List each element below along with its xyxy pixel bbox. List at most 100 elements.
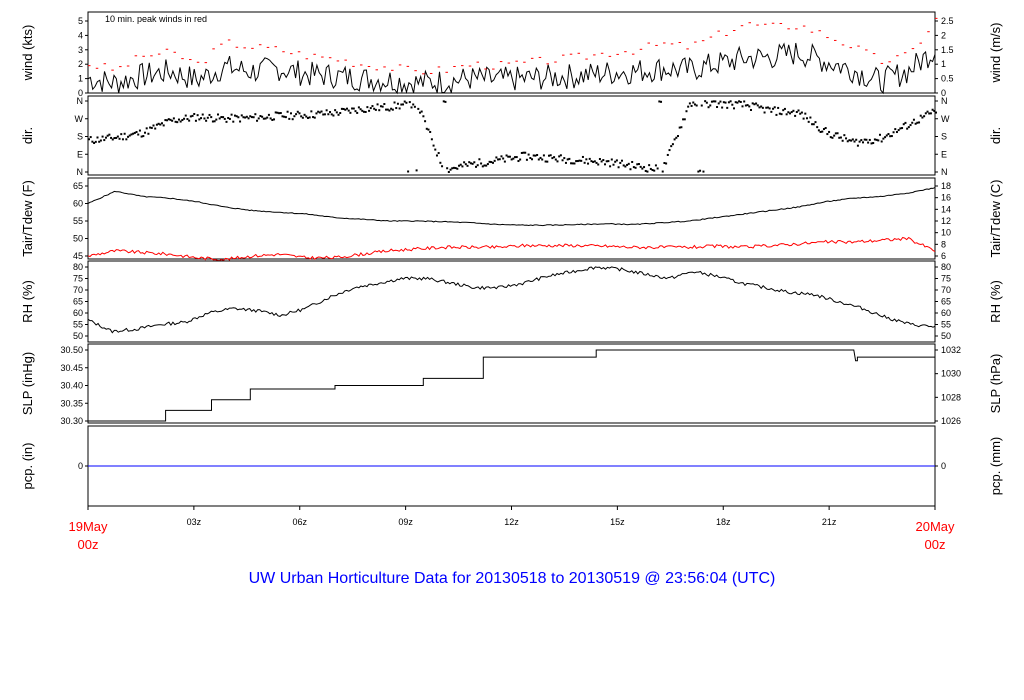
direction-point [768,107,771,110]
direction-point [782,109,785,112]
direction-point [651,169,654,172]
direction-point [233,114,236,117]
y-tick-label: 80 [73,262,83,272]
direction-point [259,115,262,118]
direction-point [356,111,359,114]
direction-point [733,107,736,110]
direction-point [895,131,898,134]
direction-point [332,114,335,117]
direction-point [916,121,919,124]
direction-point [615,159,618,162]
direction-point [186,118,189,121]
direction-point [763,111,766,114]
direction-point [435,154,438,157]
direction-point [907,126,910,129]
y-tick-label: 55 [73,320,83,330]
direction-point [213,120,216,123]
direction-point [245,115,248,118]
direction-point [636,163,639,166]
direction-point [897,129,900,132]
direction-point [447,170,450,173]
direction-point [741,105,744,108]
direction-point [553,156,556,159]
direction-point [899,127,902,130]
panel-frame [87,260,936,343]
direction-point [201,113,204,116]
direction-point [644,169,647,172]
direction-point [261,115,264,118]
direction-point [225,120,228,123]
direction-point [867,141,870,144]
direction-point [306,117,309,120]
direction-point [906,127,909,130]
direction-point [559,154,562,157]
direction-point [609,165,612,168]
direction-point [483,164,486,167]
y-tick-label: 4 [78,30,83,40]
direction-point [278,112,281,115]
direction-point [359,108,362,111]
direction-point [671,143,674,146]
direction-point [454,167,457,170]
direction-point [398,107,401,110]
direction-point [688,102,691,105]
direction-point [130,133,133,136]
direction-point [699,169,702,172]
direction-point [451,167,454,170]
direction-point [587,162,590,165]
direction-point [770,110,773,113]
y-tick-label: 70 [73,285,83,295]
y2-tick-label: N [941,96,948,106]
direction-point [381,105,384,108]
direction-point [853,140,856,143]
direction-point [855,138,858,141]
direction-point [485,164,488,167]
y2-tick-label: 55 [941,320,951,330]
direction-point [322,113,325,116]
direction-point [758,106,761,109]
direction-point [802,117,805,120]
y-axis-label: pcp. (in) [20,443,35,490]
panel-frame [87,95,936,176]
direction-point [622,164,625,167]
y-tick-label: 1 [78,74,83,84]
y-tick-label: 60 [73,308,83,318]
direction-point [441,165,444,168]
y-axis-label: RH (%) [20,280,35,323]
direction-point [756,104,759,107]
direction-point [196,114,199,117]
direction-point [704,100,707,103]
direction-point [926,110,929,113]
direction-point [121,138,124,141]
direction-point [590,160,593,163]
direction-point [658,100,661,103]
y2-tick-label: W [941,114,950,124]
y2-tick-label: 14 [941,204,951,214]
x-axis-end-hour: 00z [925,537,946,552]
direction-point [744,104,747,107]
direction-point [534,154,537,157]
direction-point [378,109,381,112]
direction-point [649,167,652,170]
y2-tick-label: S [941,132,947,142]
direction-point [362,110,365,113]
direction-point [308,116,311,119]
direction-point [607,160,610,163]
direction-point [402,103,405,106]
direction-point [194,119,197,122]
direction-point [493,159,496,162]
direction-point [668,149,671,152]
direction-point [687,105,690,108]
direction-point [442,100,445,103]
direction-point [566,158,569,161]
x-axis-start-date: 19May [68,519,108,534]
direction-point [471,162,474,165]
direction-point [205,119,208,122]
direction-point [327,113,330,116]
direction-point [318,111,321,114]
direction-point [702,170,705,173]
y2-tick-label: 1 [941,59,946,69]
direction-point [91,140,94,143]
direction-point [237,116,240,119]
